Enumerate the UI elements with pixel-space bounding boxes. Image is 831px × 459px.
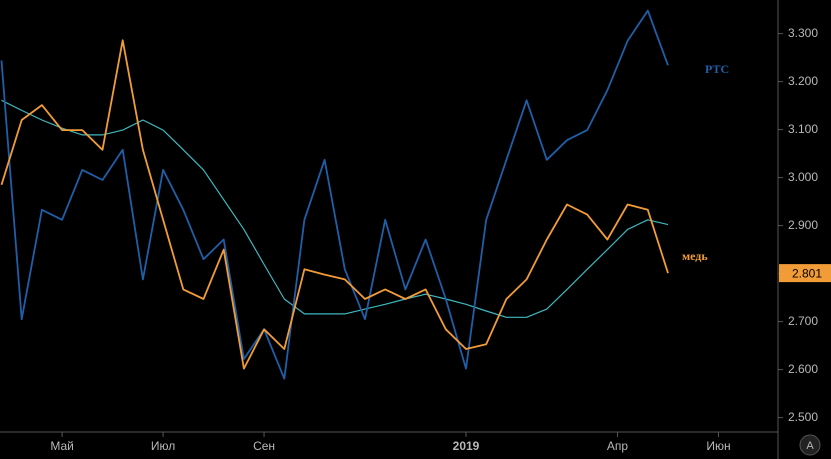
y-tick-label: 2.600 xyxy=(788,362,818,376)
y-tick-label: 2.700 xyxy=(788,314,818,328)
series-label: медь xyxy=(682,249,708,263)
x-tick-label: 2019 xyxy=(453,439,480,453)
price-label-box xyxy=(779,264,831,283)
y-tick-label: 2.900 xyxy=(788,218,818,232)
y-tick-label: 3.100 xyxy=(788,122,818,136)
y-tick-label: 3.300 xyxy=(788,26,818,40)
series-line xyxy=(0,39,669,370)
y-tick-label: 3.000 xyxy=(788,170,818,184)
series-line xyxy=(0,9,669,380)
y-tick-label: 2.500 xyxy=(788,410,818,424)
series-line xyxy=(1,99,669,318)
auto-scale-label[interactable]: A xyxy=(806,440,814,452)
x-tick-label: Апр xyxy=(607,439,629,453)
x-tick-label: Май xyxy=(50,439,74,453)
x-tick-label: Июл xyxy=(151,439,175,453)
auto-scale-button[interactable] xyxy=(799,434,821,456)
y-tick-label: 3.200 xyxy=(788,74,818,88)
price-label: 2.801 xyxy=(792,266,822,280)
x-tick-label: Июн xyxy=(706,439,730,453)
x-tick-label: Сен xyxy=(253,439,275,453)
series-label: РТС xyxy=(705,62,729,76)
